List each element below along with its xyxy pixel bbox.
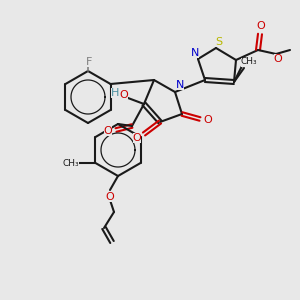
Text: F: F: [86, 57, 92, 67]
Text: CH₃: CH₃: [241, 58, 257, 67]
Text: S: S: [215, 37, 223, 47]
Text: N: N: [176, 80, 184, 90]
Text: O: O: [256, 21, 266, 31]
Text: CH₃: CH₃: [62, 158, 79, 167]
Text: O: O: [204, 115, 212, 125]
Text: N: N: [191, 48, 199, 58]
Text: O: O: [133, 133, 141, 143]
Text: O: O: [274, 54, 282, 64]
Text: H: H: [111, 88, 119, 98]
Text: O: O: [103, 126, 112, 136]
Text: O: O: [106, 192, 114, 202]
Text: O: O: [120, 90, 128, 100]
